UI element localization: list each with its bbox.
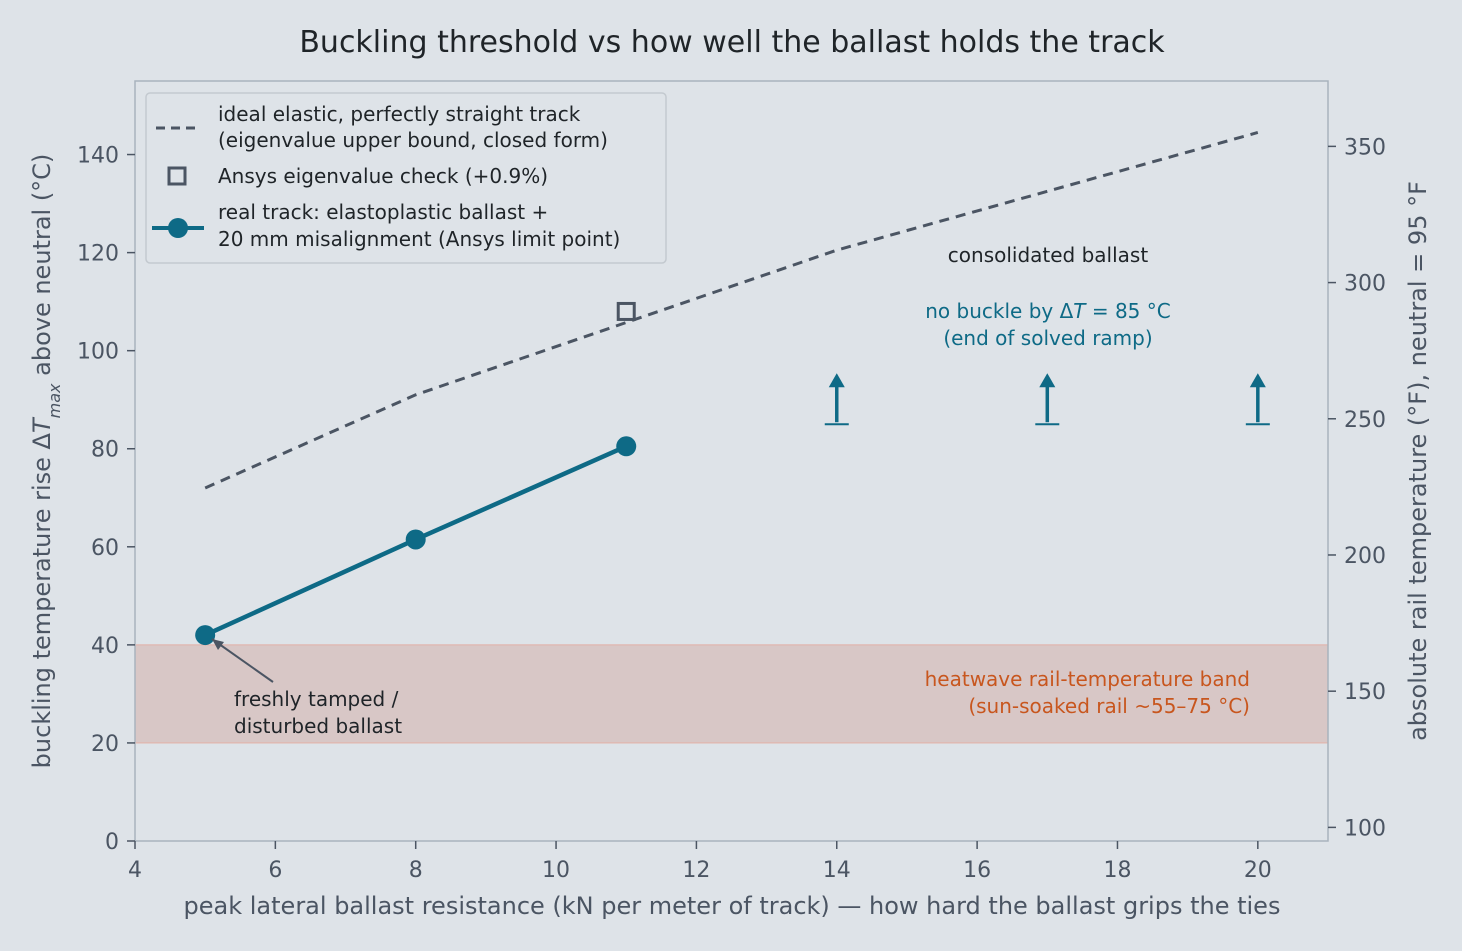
y2-axis-label: absolute rail temperature (°F), neutral … (1404, 181, 1432, 741)
fresh-ballast-label-line1: freshly tamped / (234, 687, 399, 711)
ansys-eigenvalue-marker (616, 301, 636, 321)
legend: ideal elastic, perfectly straight track … (145, 92, 667, 264)
x-tick-label: 16 (963, 858, 991, 883)
legend-square-label: Ansys eigenvalue check (+0.9%) (218, 164, 548, 188)
fresh-ballast-pointer (211, 638, 274, 683)
y-axis-left: 0 20 40 60 80 100 120 140 (77, 144, 135, 855)
legend-dashed-line2: (eigenvalue upper bound, closed form) (218, 128, 608, 152)
legend-teal-swatch-marker (168, 218, 188, 238)
y2-tick-label: 250 (1344, 408, 1386, 433)
series-layer (195, 131, 1259, 646)
no-buckle-prefix: no buckle by Δ (925, 299, 1073, 323)
x-tick-label: 20 (1244, 858, 1272, 883)
y2-tick-label: 100 (1344, 816, 1386, 841)
no-buckle-arrow-head (1039, 373, 1056, 388)
y-tick-label: 100 (77, 340, 119, 365)
heatwave-band (134, 644, 1329, 744)
fresh-ballast-pointer-head (212, 639, 224, 650)
y-tick-label: 140 (77, 144, 119, 169)
y-axis-label-suffix: above neutral (°C) (28, 154, 56, 384)
no-buckle-suffix: = 85 °C (1085, 299, 1170, 323)
y-axis-label-prefix: buckling temperature rise Δ (28, 432, 56, 768)
y-tick-label: 60 (91, 536, 119, 561)
x-tick-label: 8 (409, 858, 423, 883)
x-tick-label: 12 (682, 858, 710, 883)
x-tick-label: 14 (823, 858, 851, 883)
y-tick-label: 0 (105, 830, 119, 855)
y-axis-label: buckling temperature rise ΔTmax above ne… (28, 154, 64, 769)
no-buckle-var: T (1073, 299, 1087, 323)
y2-tick-label: 350 (1344, 135, 1386, 160)
y-tick-label: 120 (77, 242, 119, 267)
no-buckle-label-line2: (end of solved ramp) (943, 326, 1152, 350)
no-buckle-label: no buckle by ΔT = 85 °C (925, 299, 1170, 323)
y-tick-label: 40 (91, 634, 119, 659)
legend-box (145, 92, 667, 264)
plot-frame (134, 80, 1329, 842)
consolidated-ballast-label: consolidated ballast (948, 243, 1149, 267)
x-tick-label: 4 (128, 858, 142, 883)
real-track-point (405, 529, 426, 550)
chart-title: Buckling threshold vs how well the balla… (299, 25, 1165, 60)
band-label-line1: heatwave rail-temperature band (925, 667, 1250, 691)
x-axis-label: peak lateral ballast resistance (kN per … (184, 892, 1281, 920)
y2-tick-label: 150 (1344, 680, 1386, 705)
y2-tick-label: 300 (1344, 272, 1386, 297)
y-tick-label: 80 (91, 438, 119, 463)
y2-tick-label: 200 (1344, 544, 1386, 569)
x-tick-label: 18 (1103, 858, 1131, 883)
no-buckle-arrow-head (828, 373, 845, 388)
heatwave-band-layer (134, 644, 1329, 744)
legend-teal-line1: real track: elastoplastic ballast + (218, 200, 548, 224)
y-tick-label: 20 (91, 732, 119, 757)
x-tick-label: 6 (268, 858, 282, 883)
x-axis: 4 6 8 10 12 14 16 18 20 (128, 841, 1272, 883)
y-axis-label-var: T (28, 416, 56, 433)
legend-teal-line2: 20 mm misalignment (Ansys limit point) (218, 227, 620, 251)
y-axis-right: 100 150 200 250 300 350 (1328, 135, 1386, 841)
band-label-line2: (sun-soaked rail ~55–75 °C) (968, 694, 1250, 718)
y-axis-label-sub: max (45, 383, 64, 418)
legend-square-swatch (167, 166, 187, 186)
legend-dashed-line1: ideal elastic, perfectly straight track (218, 102, 581, 126)
real-track-point (195, 625, 216, 646)
fresh-ballast-label-line2: disturbed ballast (234, 714, 402, 738)
no-buckle-arrows (824, 373, 1270, 426)
x-tick-label: 10 (542, 858, 570, 883)
real-track-point (616, 436, 637, 457)
no-buckle-arrow-head (1249, 373, 1266, 388)
